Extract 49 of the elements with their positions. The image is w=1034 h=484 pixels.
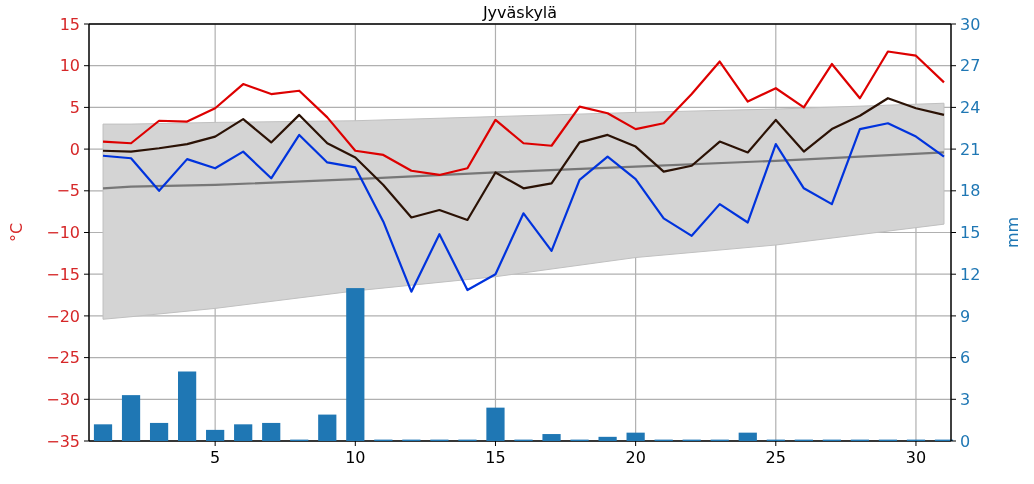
line-series	[101, 151, 946, 190]
y2-tick-label: 3	[960, 389, 971, 409]
line-series	[101, 50, 946, 177]
y2-tick-label: 27	[960, 56, 981, 76]
bar	[542, 434, 561, 441]
y2-tick-label: 15	[960, 223, 981, 243]
x-tick-label: 20	[625, 448, 646, 467]
y-tick-label: 5	[69, 98, 80, 117]
bar	[598, 436, 617, 441]
bar	[93, 424, 113, 441]
y2-tick-label: 6	[960, 348, 971, 368]
x-tick-label: 15	[485, 448, 506, 467]
x-tick-label: 25	[765, 448, 786, 467]
y-tick-label: −10	[46, 223, 80, 243]
y-tick-label: 15	[59, 14, 80, 34]
y-tick-label: −30	[46, 389, 80, 409]
y2-tick-label: 12	[960, 264, 981, 284]
bar	[121, 395, 141, 441]
y-tick-label: −20	[46, 306, 80, 326]
y-tick-label: −25	[46, 348, 80, 368]
bar	[262, 422, 281, 441]
y2-tick-label: 0	[960, 431, 971, 451]
y-tick-label: −15	[46, 264, 80, 284]
bar	[486, 407, 505, 441]
y2-tick-label: 18	[960, 181, 981, 201]
y-tick-label: 0	[69, 139, 80, 159]
y-tick-label: −35	[46, 431, 80, 451]
x-tick-label: 30	[905, 448, 927, 467]
x-tick-label: 10	[345, 448, 366, 467]
bar	[206, 429, 225, 441]
y2-tick-label: 24	[960, 98, 981, 117]
bar	[178, 371, 197, 441]
bar	[149, 422, 169, 441]
bar	[234, 424, 253, 441]
bar	[318, 414, 337, 441]
y-axis-title: °C	[7, 222, 26, 243]
y2-tick-label: 9	[960, 306, 971, 326]
y2-tick-label: 30	[960, 14, 981, 34]
y2-tick-label: 21	[960, 139, 981, 159]
line-series	[101, 97, 946, 222]
bar	[626, 432, 645, 441]
bar	[738, 432, 757, 441]
y-tick-label: 10	[59, 56, 80, 76]
y-tick-label: −5	[56, 181, 80, 201]
y2-axis-title: mm	[1003, 216, 1022, 249]
x-tick-label: 5	[210, 448, 221, 467]
line-series	[101, 122, 946, 293]
bar	[346, 288, 365, 441]
chart-title: Jyväskylä	[481, 3, 558, 22]
